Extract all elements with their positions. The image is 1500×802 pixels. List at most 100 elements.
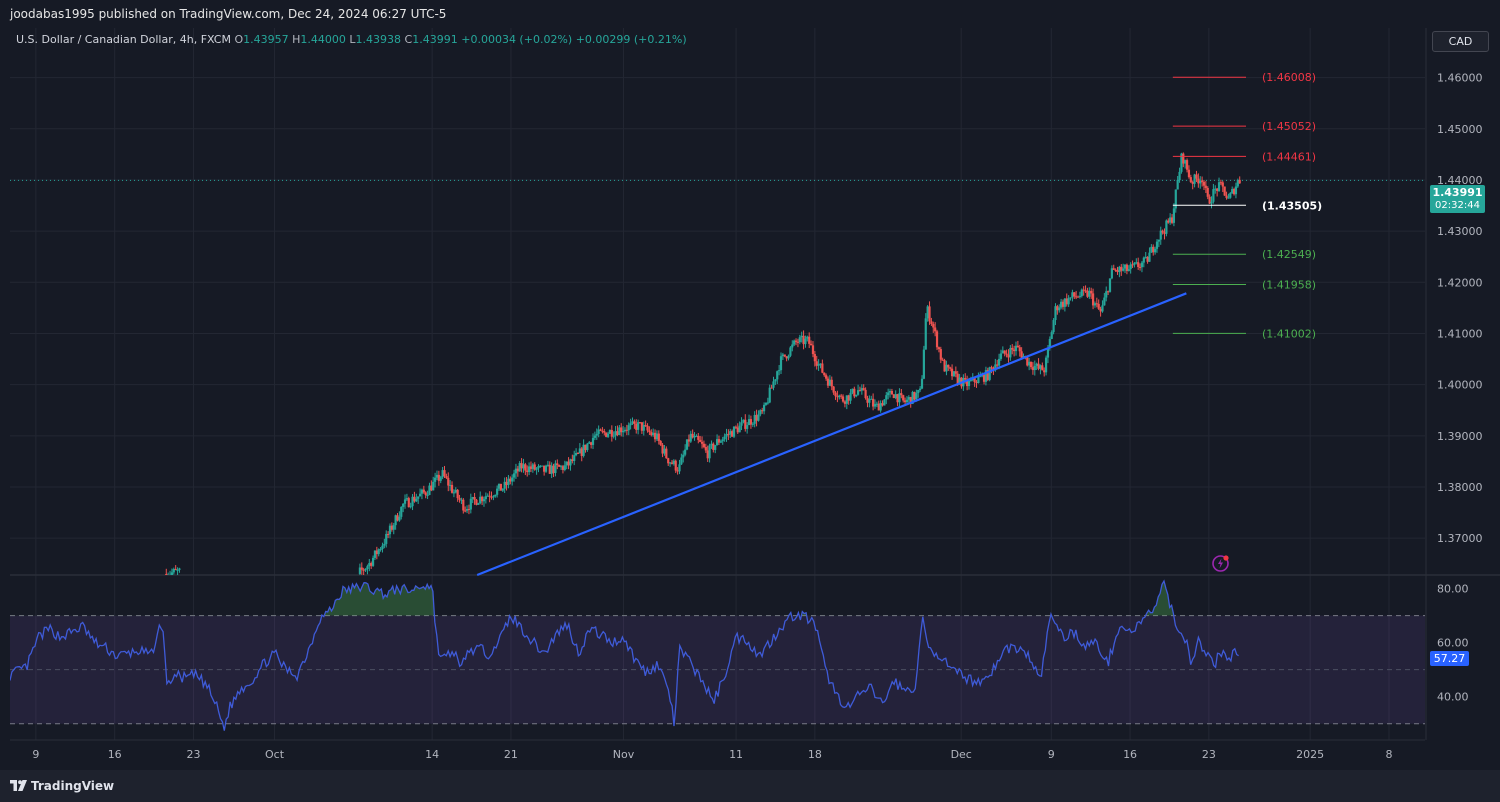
- candle-body: [770, 387, 773, 389]
- candle-body: [781, 354, 784, 357]
- candle-body: [1069, 297, 1072, 299]
- candle-body: [469, 498, 472, 510]
- candle-body: [1003, 350, 1006, 354]
- candle-body: [744, 419, 747, 429]
- candle-body: [629, 423, 632, 426]
- bar-countdown: 02:32:44: [1435, 200, 1480, 211]
- candle-body: [866, 398, 869, 403]
- candle-body: [522, 464, 525, 469]
- candle-body: [176, 569, 179, 571]
- time-tick-label: 9: [32, 748, 39, 761]
- candle-body: [477, 503, 480, 505]
- candle-body: [1129, 264, 1132, 270]
- candle-body: [885, 395, 888, 400]
- candle-body: [902, 395, 905, 401]
- candle-body: [360, 567, 363, 570]
- symbol-name: U.S. Dollar / Canadian Dollar, 4h, FXCM: [16, 33, 231, 46]
- candle-body: [903, 400, 907, 403]
- candle-body: [1052, 320, 1055, 333]
- candle-body: [791, 344, 794, 348]
- level-label-resistance: (1.44461): [1262, 150, 1316, 163]
- candle-body: [1125, 264, 1129, 272]
- candle-body: [672, 460, 675, 464]
- candle-body: [924, 318, 927, 350]
- candle-body: [550, 465, 553, 474]
- candle-body: [1127, 269, 1130, 272]
- candle-body: [682, 454, 685, 458]
- candle-body: [1056, 306, 1059, 311]
- candle-body: [653, 432, 657, 440]
- candle-body: [1221, 182, 1224, 187]
- rsi-band: [10, 615, 1425, 724]
- candle-body: [1013, 349, 1016, 352]
- candle-body: [631, 421, 634, 424]
- candle-body: [676, 470, 679, 472]
- candle-body: [1180, 153, 1183, 172]
- open-value: 1.43957: [243, 33, 289, 46]
- low-value: 1.43938: [355, 33, 402, 46]
- candle-body: [1018, 347, 1021, 352]
- flash-alert-icon[interactable]: [1211, 553, 1231, 573]
- level-label-support: (1.41002): [1262, 327, 1316, 340]
- tradingview-logo[interactable]: TradingView: [10, 779, 114, 793]
- candle-body: [1029, 361, 1033, 368]
- trendline: [476, 292, 1187, 577]
- candle-body: [845, 395, 848, 404]
- candle-body: [932, 324, 935, 328]
- candle-body: [715, 439, 719, 446]
- candle-body: [584, 444, 587, 451]
- candle-body: [492, 496, 495, 498]
- candle-body: [569, 459, 572, 466]
- candle-body: [762, 404, 766, 412]
- candle-body: [663, 448, 666, 454]
- change-value-2: +0.00299 (+0.21%): [575, 33, 687, 46]
- candle-body: [815, 361, 818, 366]
- candle-body: [749, 419, 753, 425]
- candle-body: [650, 432, 653, 436]
- candle-body: [1014, 345, 1018, 352]
- candle-body: [809, 343, 813, 346]
- candle-body: [939, 349, 942, 360]
- candle-body: [620, 427, 623, 433]
- candle-body: [1028, 361, 1031, 366]
- candle-body: [907, 397, 910, 400]
- candle-body: [1225, 195, 1228, 198]
- candle-body: [949, 367, 952, 369]
- candle-body: [494, 494, 497, 497]
- rsi-line: [10, 579, 1239, 731]
- time-tick-label: 14: [425, 748, 439, 761]
- candle-body: [1110, 268, 1113, 279]
- candle-body: [375, 550, 378, 555]
- candle-body: [687, 439, 690, 442]
- candle-body: [1065, 298, 1068, 305]
- candle-body: [454, 489, 457, 493]
- time-tick-label: 18: [808, 748, 822, 761]
- candle-body: [499, 483, 502, 491]
- candle-body: [462, 499, 465, 511]
- candle-body: [371, 557, 375, 566]
- candle-body: [430, 485, 433, 491]
- candle-body: [685, 439, 689, 450]
- candle-body: [789, 347, 792, 356]
- price-tick-label: 1.42000: [1437, 276, 1483, 289]
- candle-body: [625, 429, 628, 431]
- candle-body: [768, 387, 771, 403]
- candle-body: [1178, 171, 1181, 181]
- candle-body: [170, 572, 174, 575]
- candle-body: [828, 379, 831, 386]
- candle-body: [1043, 370, 1046, 373]
- candle-body: [409, 506, 412, 508]
- candle-body: [1031, 367, 1035, 371]
- candle-body: [708, 445, 711, 459]
- candle-body: [704, 446, 707, 451]
- candle-body: [1204, 185, 1207, 188]
- candle-body: [505, 481, 508, 486]
- candle-body: [943, 360, 946, 372]
- candle-body: [1078, 296, 1082, 298]
- price-chart[interactable]: 1.37000 1.38000 1.39000 1.40000 1.41000 1.420…: [0, 0, 1500, 770]
- candle-body: [847, 395, 850, 401]
- candle-body: [1216, 188, 1219, 191]
- currency-button[interactable]: CAD: [1432, 31, 1489, 52]
- candle-body: [576, 453, 580, 455]
- candle-body: [526, 470, 529, 473]
